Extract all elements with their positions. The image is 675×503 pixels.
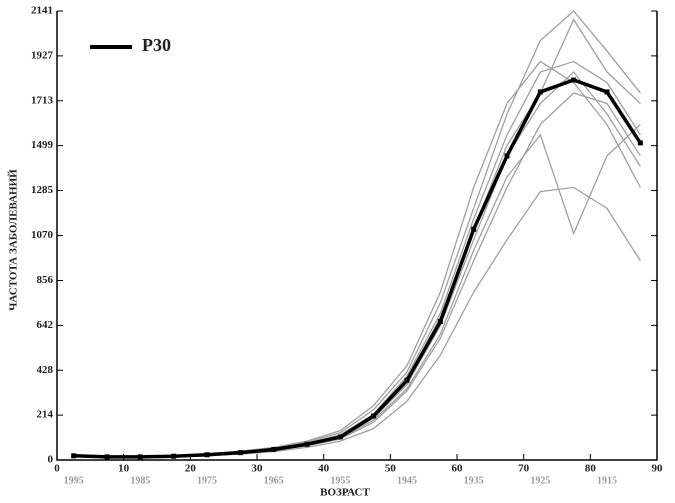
point (71, 453, 77, 459)
y-tick-label: 1499 (31, 139, 54, 151)
y-axis-label: ЧАСТОТА ЗАБОЛЕВАНИЙ (8, 169, 20, 311)
cohort-label: 1965 (264, 475, 284, 486)
x-tick-label: 10 (118, 463, 130, 475)
point (171, 453, 177, 459)
point (271, 447, 277, 453)
point (571, 77, 577, 83)
x-tick-label: 90 (652, 463, 664, 475)
x-axis-label: ВОЗРАСТ (320, 487, 370, 499)
point (371, 413, 377, 419)
y-tick-label: 1713 (31, 94, 54, 106)
point (504, 153, 510, 159)
point (304, 441, 310, 447)
point (404, 377, 410, 383)
cohort-line (73, 92, 641, 458)
legend-label: P30 (142, 35, 171, 55)
point (604, 89, 610, 95)
x-tick-label: 80 (585, 463, 597, 475)
x-tick-label: 50 (385, 463, 397, 475)
cohort-label: 1985 (130, 475, 150, 486)
point (104, 454, 110, 460)
series-line (73, 78, 642, 459)
y-tick-label: 1070 (31, 229, 54, 241)
y-tick-label: 214 (37, 409, 54, 421)
point (237, 450, 243, 456)
x-tick-label: 20 (185, 463, 197, 475)
cohort-line (73, 71, 641, 458)
cohort-label: 1945 (397, 475, 417, 486)
point (471, 226, 477, 232)
x-tick-label: 60 (452, 463, 464, 475)
y-tick-label: 428 (37, 364, 54, 376)
point (637, 140, 643, 146)
point (337, 434, 343, 440)
cohort-label: 1995 (64, 475, 84, 486)
cohort-line (73, 10, 641, 458)
cohort-label: 1915 (597, 475, 617, 486)
cohort-line (73, 60, 641, 458)
y-tick-label: 856 (37, 274, 54, 286)
x-tick-label: 0 (54, 463, 60, 475)
cohort-line (73, 186, 641, 459)
point (137, 454, 143, 460)
y-tick-label: 1285 (31, 184, 54, 196)
y-tick-label: 2141 (31, 5, 53, 17)
cohort-line (73, 60, 641, 458)
cohort-label: 1955 (330, 475, 350, 486)
x-tick-label: 30 (252, 463, 264, 475)
cohort-label: 1975 (197, 475, 217, 486)
x-tick-label: 40 (318, 463, 330, 475)
y-tick-label: 642 (37, 319, 54, 331)
cohort-label: 1935 (464, 475, 484, 486)
y-tick-label: 1927 (31, 49, 54, 61)
point (204, 452, 210, 458)
y-tick-label: 0 (48, 454, 54, 466)
point (537, 89, 543, 95)
cohort-label: 1925 (530, 475, 550, 486)
cohort-line (73, 123, 641, 458)
x-tick-label: 70 (518, 463, 530, 475)
point (437, 319, 443, 325)
